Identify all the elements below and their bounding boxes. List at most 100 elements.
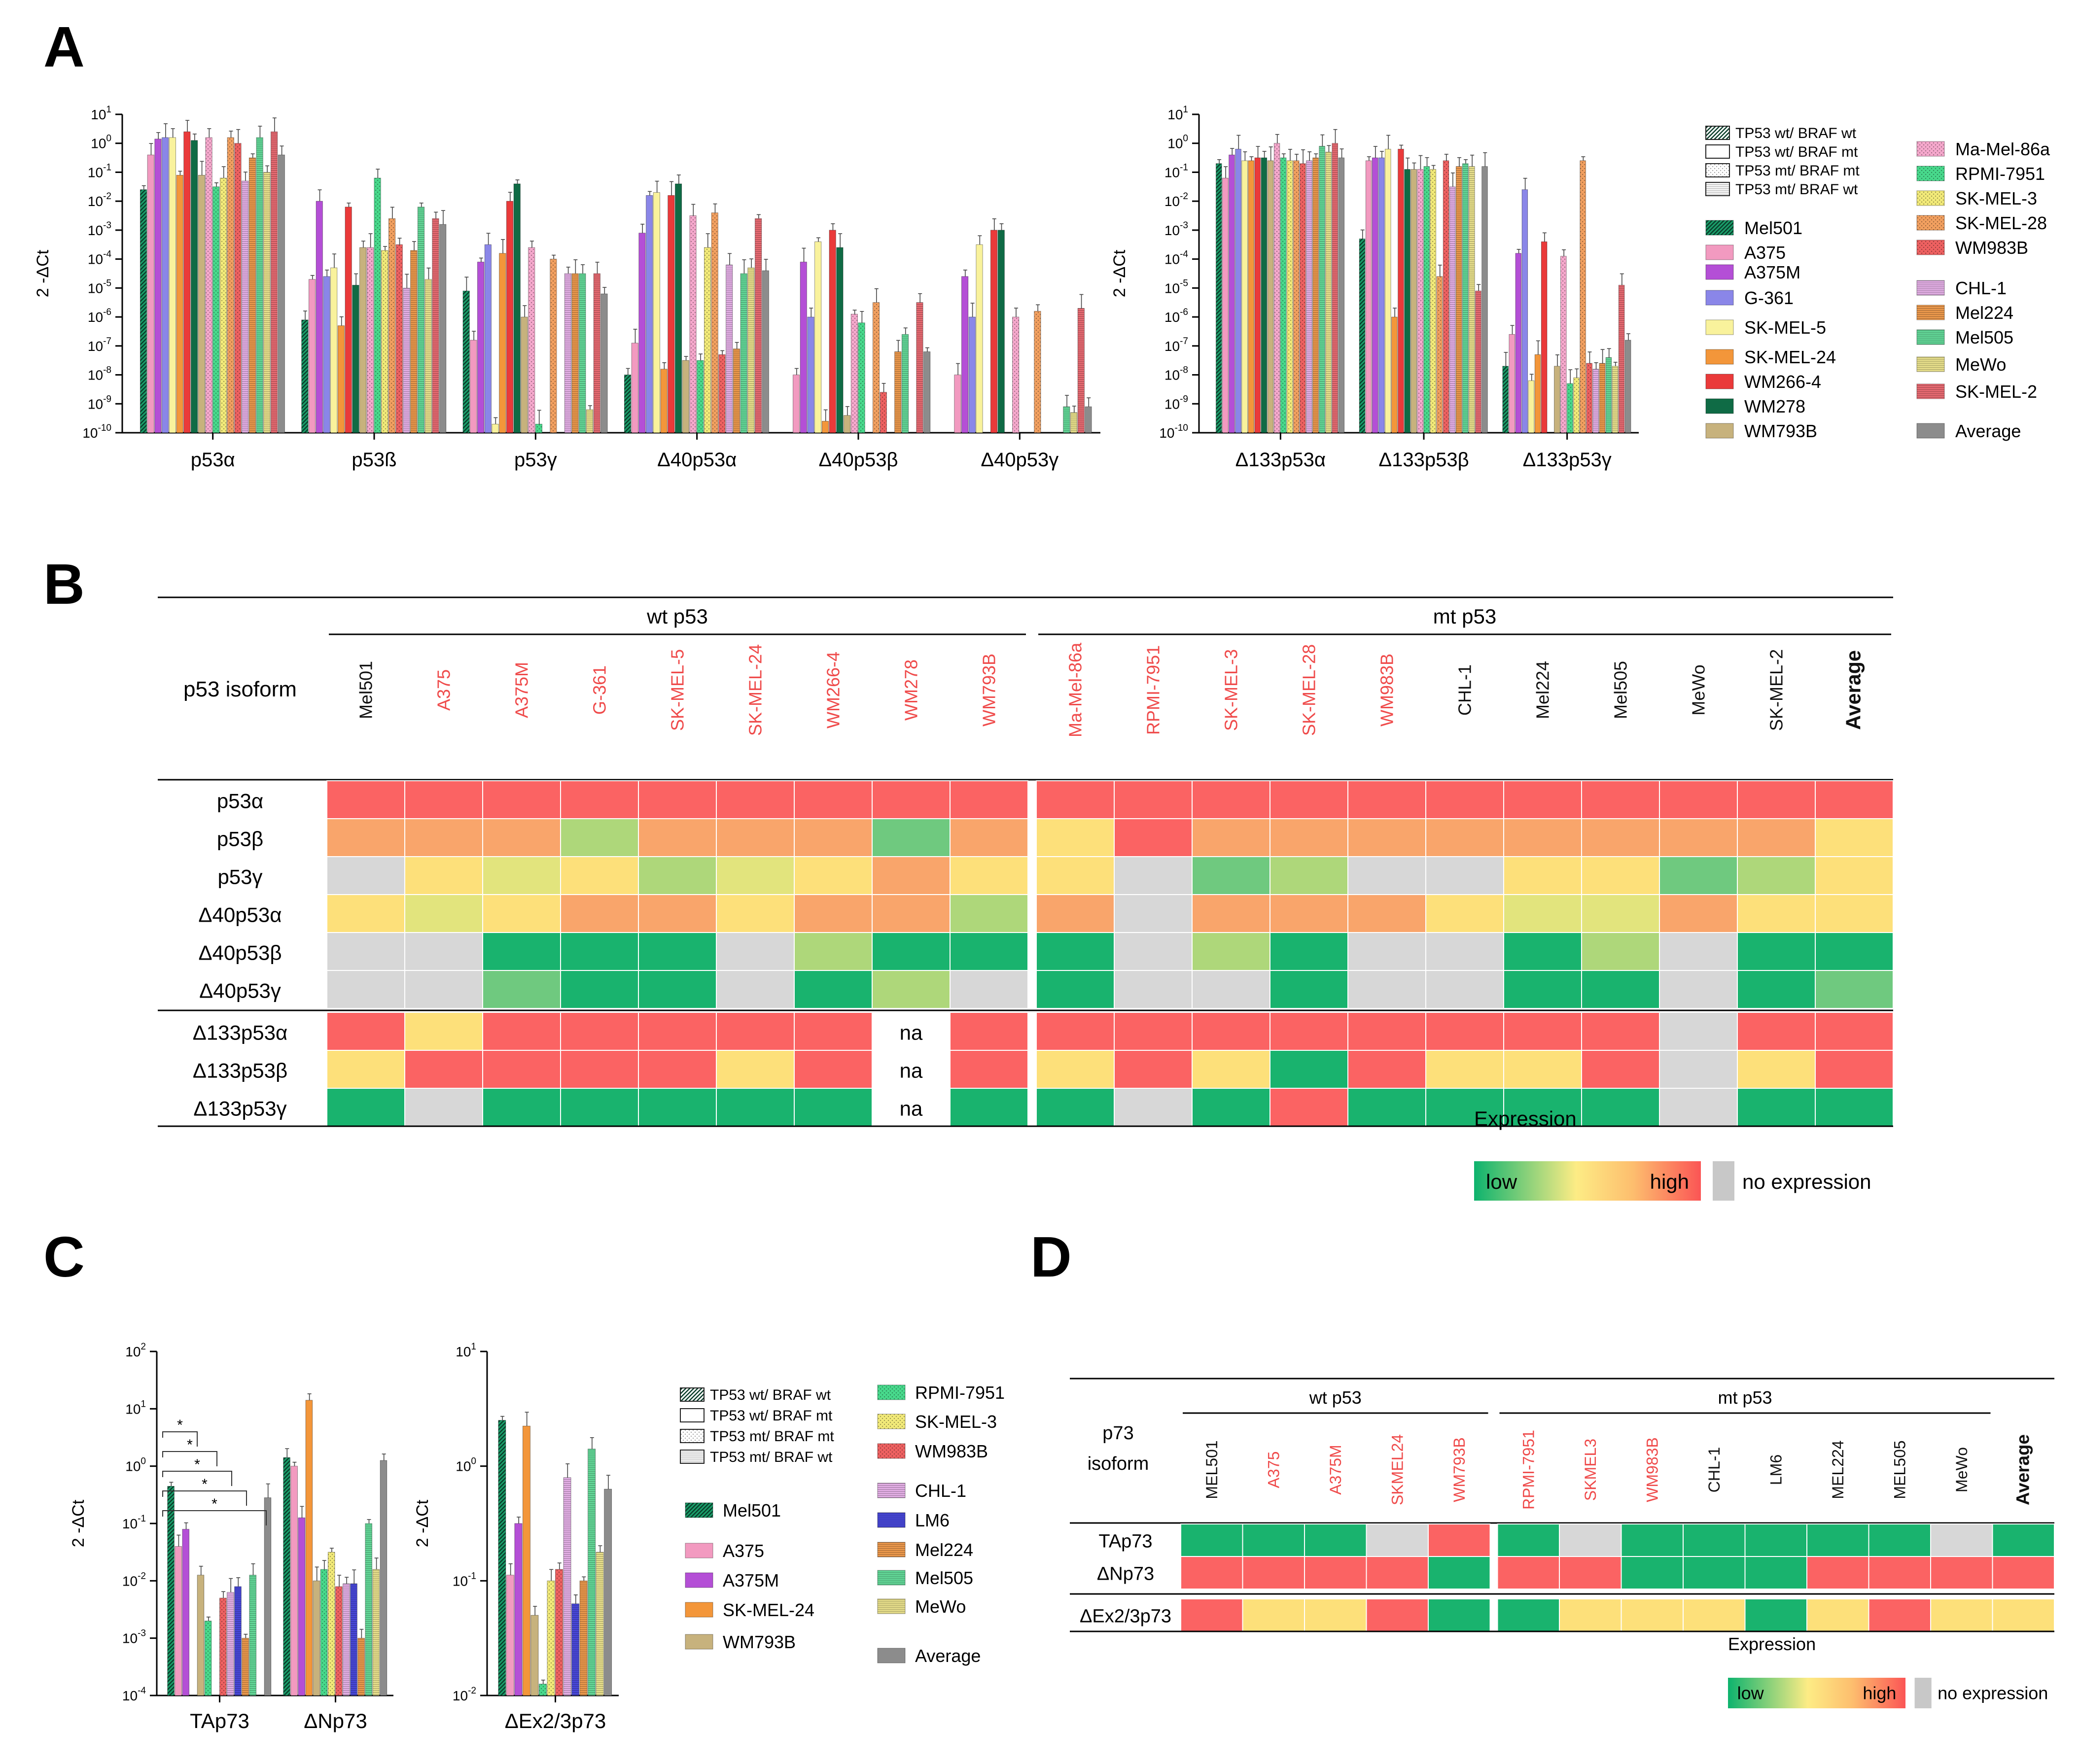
- column-header-average: Average: [2012, 1434, 2033, 1505]
- column-header-mel224: Mel224: [1533, 661, 1553, 719]
- cell-40p53-wm266-4: [794, 970, 873, 1009]
- legend-swatch-mel501: [1705, 220, 1734, 236]
- bar-40p53-sk-mel-5: [814, 241, 822, 433]
- bar-133p53-mel501: [1216, 163, 1222, 433]
- y-tick-label: 10-7: [88, 336, 111, 354]
- bar-p53-a375m: [154, 138, 162, 433]
- cell-p53-chl-1: [1425, 818, 1504, 857]
- cell-133p53-sk-mel-24: [716, 1050, 795, 1089]
- legend-swatch-a375m: [1705, 264, 1734, 280]
- bar-133p53-g-361: [1235, 149, 1241, 433]
- bar-p53-average: [439, 224, 447, 433]
- bar-40p53-g-361: [968, 316, 976, 433]
- cell-40p53-wm983b: [1347, 932, 1426, 971]
- cell-40p53-mel501: [326, 970, 405, 1009]
- column-header-sk-mel-3: SK-MEL-3: [1221, 649, 1241, 731]
- cell-40p53-wm793b: [950, 932, 1028, 971]
- cell-133p53-a375: [404, 1088, 483, 1127]
- cell-p53-sk-mel-24: [716, 818, 795, 857]
- significance-star: *: [177, 1417, 183, 1433]
- cell-tap73-skmel24: [1366, 1523, 1429, 1557]
- panel-label-b: B: [43, 552, 85, 616]
- bar-p53-mewo: [424, 279, 432, 433]
- cell-np73-mel501: [1180, 1556, 1243, 1590]
- bar-40p53-average: [923, 351, 931, 433]
- legend-label-wm983b: WM983B: [1955, 238, 2028, 258]
- bar-40p53-a375m: [638, 233, 646, 433]
- bar-p53-wm278: [191, 140, 198, 433]
- cell-p53-a375: [404, 818, 483, 857]
- cell-133p53-wm266-4: [794, 1050, 873, 1089]
- cell-ex2-3p73-skmel3: [1559, 1598, 1622, 1632]
- bar-ex2-3p73-chl-1: [563, 1477, 571, 1696]
- cell-40p53-a375: [404, 970, 483, 1009]
- cell-133p53-sk-mel-5: [638, 1088, 717, 1127]
- bar-p53-chl-1: [242, 180, 249, 433]
- cell-133p53-ma-mel-86a: [1036, 1050, 1115, 1089]
- legend-label-g-361: G-361: [1744, 288, 1794, 308]
- cell-40p53-sk-mel-28: [1269, 894, 1348, 933]
- y-tick-label: 10-2: [453, 1686, 476, 1703]
- legend-label-a375: A375: [1744, 242, 1786, 263]
- cell-40p53-mel505: [1581, 932, 1660, 971]
- bar-ex2-3p73-average: [604, 1488, 612, 1696]
- cell-ex2-3p73-rpmi-7951: [1497, 1598, 1560, 1632]
- pattern-legend-tp53-mt-braf-wt: TP53 mt/ BRAF wt: [1735, 181, 1858, 198]
- cell-p53-a375m: [482, 780, 561, 819]
- y-tick-label: 100: [125, 1456, 146, 1474]
- bar-np73-mel505: [365, 1523, 372, 1696]
- cell-133p53-wm793b: [950, 1088, 1028, 1127]
- bar-np73-a375m: [298, 1517, 305, 1696]
- bar-40p53-ma-mel-86a: [1012, 316, 1020, 433]
- bar-np73-wm983b: [335, 1586, 343, 1696]
- cell-p53-mewo: [1659, 818, 1738, 857]
- row-label-40p53: Δ40p53α: [198, 903, 282, 926]
- legend-title: Expression: [1474, 1107, 1577, 1130]
- bar-133p53-ma-mel-86a: [1417, 169, 1423, 433]
- bar-133p53-chl-1: [1592, 369, 1599, 433]
- cell-p53-wm793b: [950, 780, 1028, 819]
- bar-133p53-sk-mel-3: [1287, 160, 1293, 433]
- cell-tap73-chl-1: [1683, 1523, 1746, 1557]
- cell-40p53-sk-mel-2: [1737, 894, 1816, 933]
- bar-133p53-mel505: [1605, 357, 1612, 433]
- legend-swatch-mewo: [1916, 356, 1945, 372]
- cell-p53-average: [1815, 818, 1894, 857]
- cell-p53-chl-1: [1425, 780, 1504, 819]
- cell-133p53-sk-mel-28: [1269, 1088, 1348, 1127]
- legend-label-rpmi-7951: RPMI-7951: [1955, 164, 2045, 184]
- cell-np73-mel505: [1868, 1556, 1931, 1590]
- y-tick-label: 10-10: [82, 423, 111, 441]
- bar-p53-mel224: [410, 250, 418, 433]
- legend-label-chl-1: CHL-1: [1955, 278, 2007, 298]
- cell-40p53-ma-mel-86a: [1036, 932, 1115, 971]
- column-header-skmel24: SKMEL24: [1388, 1434, 1406, 1505]
- x-category-label-p53: p53γ: [514, 449, 557, 471]
- cell-40p53-a375: [404, 894, 483, 933]
- bar-133p53-sk-mel-5: [1385, 149, 1391, 433]
- legend-label-wm278: WM278: [1744, 396, 1805, 416]
- bar-ex2-3p73-mel501: [498, 1420, 506, 1696]
- bar-40p53-rpmi-7951: [858, 322, 865, 433]
- cell-p53-mel501: [326, 780, 405, 819]
- bar-133p53-mel501: [1359, 239, 1366, 433]
- cell-133p53-sk-mel-3: [1192, 1088, 1270, 1127]
- bar-p53-a375: [147, 154, 154, 433]
- legend-swatch-wm983b: [877, 1443, 906, 1459]
- column-header-wm793b: WM793B: [1450, 1437, 1468, 1502]
- cell-p53-average: [1815, 780, 1894, 819]
- bar-40p53-rpmi-7951: [697, 360, 704, 433]
- bar-133p53-a375: [1365, 160, 1372, 433]
- y-axis-label: 2 -ΔCt: [413, 1499, 432, 1547]
- cell-p53-wm266-4: [794, 856, 873, 895]
- cell-133p53-chl-1: [1425, 1088, 1504, 1127]
- column-header-wm278: WM278: [901, 659, 921, 721]
- column-header-a375: A375: [1265, 1452, 1282, 1488]
- row-label-p53: p53β: [217, 827, 263, 850]
- cell-40p53-mewo: [1659, 894, 1738, 933]
- bar-ex2-3p73-mel505: [588, 1449, 596, 1696]
- cell-p53-g-361: [560, 856, 639, 895]
- bar-133p53-mel224: [1455, 166, 1462, 433]
- bar-p53-a375: [309, 279, 316, 433]
